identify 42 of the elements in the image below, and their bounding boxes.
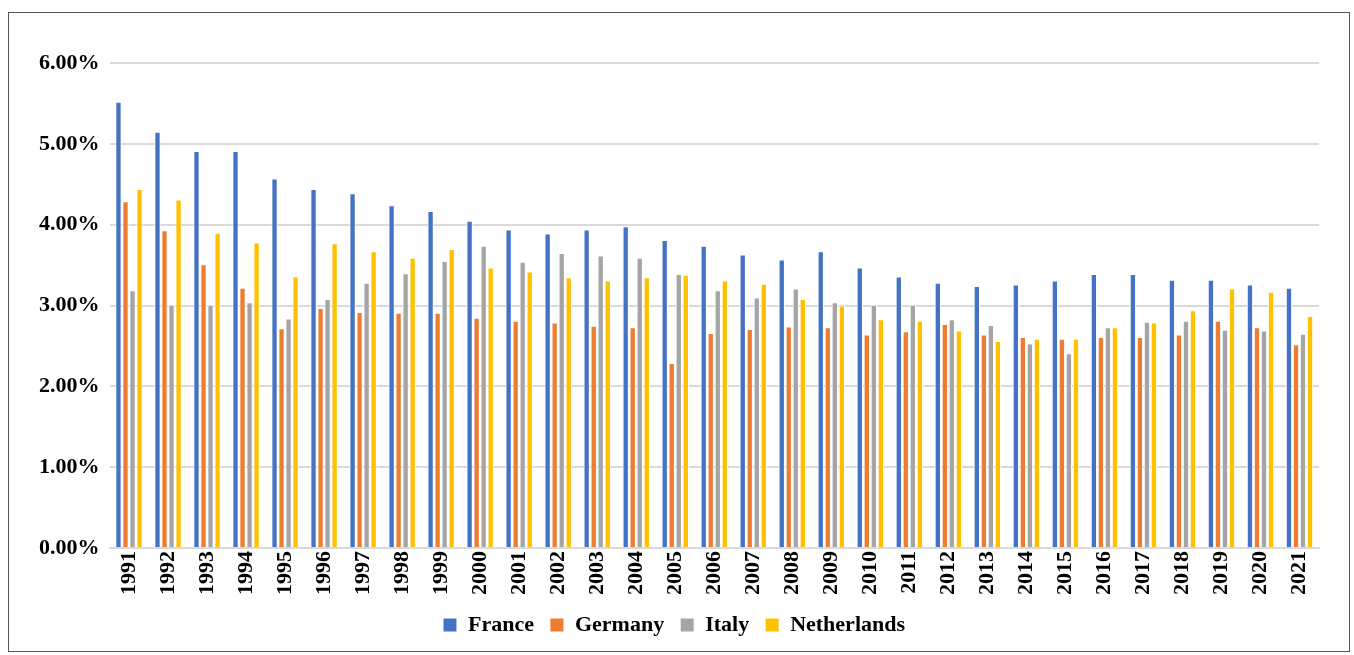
y-tick-label: 2.00% — [39, 372, 100, 398]
x-tick-label: 1991 — [114, 551, 140, 595]
x-tick-label: 2021 — [1285, 551, 1311, 595]
x-tick-label: 1999 — [426, 551, 452, 595]
x-tick-label: 2002 — [543, 551, 569, 595]
x-tick-label: 2009 — [816, 551, 842, 595]
x-tick-label: 1997 — [348, 551, 374, 595]
x-tick-label: 2014 — [1012, 551, 1038, 595]
x-tick-label: 2011 — [895, 551, 921, 594]
x-tick-label: 2010 — [856, 551, 881, 595]
x-tick-label: 2001 — [504, 551, 530, 595]
x-tick-label: 1992 — [153, 551, 179, 595]
x-tick-label: 2015 — [1051, 551, 1077, 595]
x-tick-label: 2012 — [934, 551, 960, 595]
legend-label: Italy — [705, 610, 750, 636]
x-tick-label: 1998 — [387, 551, 413, 595]
legend-label: Netherlands — [790, 610, 906, 636]
x-tick-label: 2000 — [465, 551, 491, 595]
x-tick-label: 1993 — [192, 551, 218, 595]
x-tick-label: 1995 — [270, 551, 296, 595]
y-tick-label: 3.00% — [39, 291, 100, 317]
x-tick-label: 2003 — [582, 551, 608, 595]
x-tick-label: 2008 — [777, 551, 803, 595]
x-tick-label: 2005 — [660, 551, 686, 595]
x-tick-label: 2016 — [1090, 551, 1116, 595]
y-tick-label: 0.00% — [39, 533, 100, 559]
legend-label: Germany — [574, 610, 665, 636]
y-tick-label: 5.00% — [39, 129, 100, 155]
x-tick-label: 2007 — [738, 551, 764, 595]
y-tick-label: 4.00% — [39, 210, 100, 236]
x-tick-label: 2013 — [973, 551, 999, 595]
x-tick-label: 2018 — [1168, 551, 1194, 595]
y-tick-label: 6.00% — [39, 48, 100, 74]
x-tick-label: 2004 — [621, 551, 647, 595]
y-tick-label: 1.00% — [39, 452, 100, 478]
x-tick-label: 2017 — [1129, 551, 1155, 595]
x-tick-label: 2006 — [699, 551, 725, 595]
x-tick-label: 2020 — [1246, 551, 1272, 595]
x-tick-label: 1996 — [309, 551, 335, 595]
x-tick-label: 1994 — [231, 551, 257, 595]
x-tick-label: 2019 — [1207, 551, 1233, 595]
legend-label: France — [467, 610, 535, 636]
